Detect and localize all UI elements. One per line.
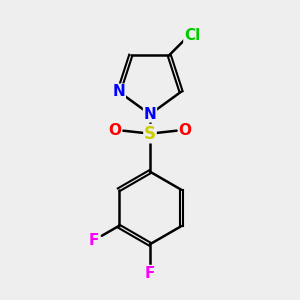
Text: O: O (178, 123, 192, 138)
Text: Cl: Cl (184, 28, 200, 44)
Text: S: S (144, 125, 156, 143)
Text: N: N (144, 107, 156, 122)
Text: O: O (108, 123, 122, 138)
Text: N: N (112, 84, 125, 99)
Text: F: F (88, 233, 99, 248)
Text: F: F (145, 266, 155, 280)
